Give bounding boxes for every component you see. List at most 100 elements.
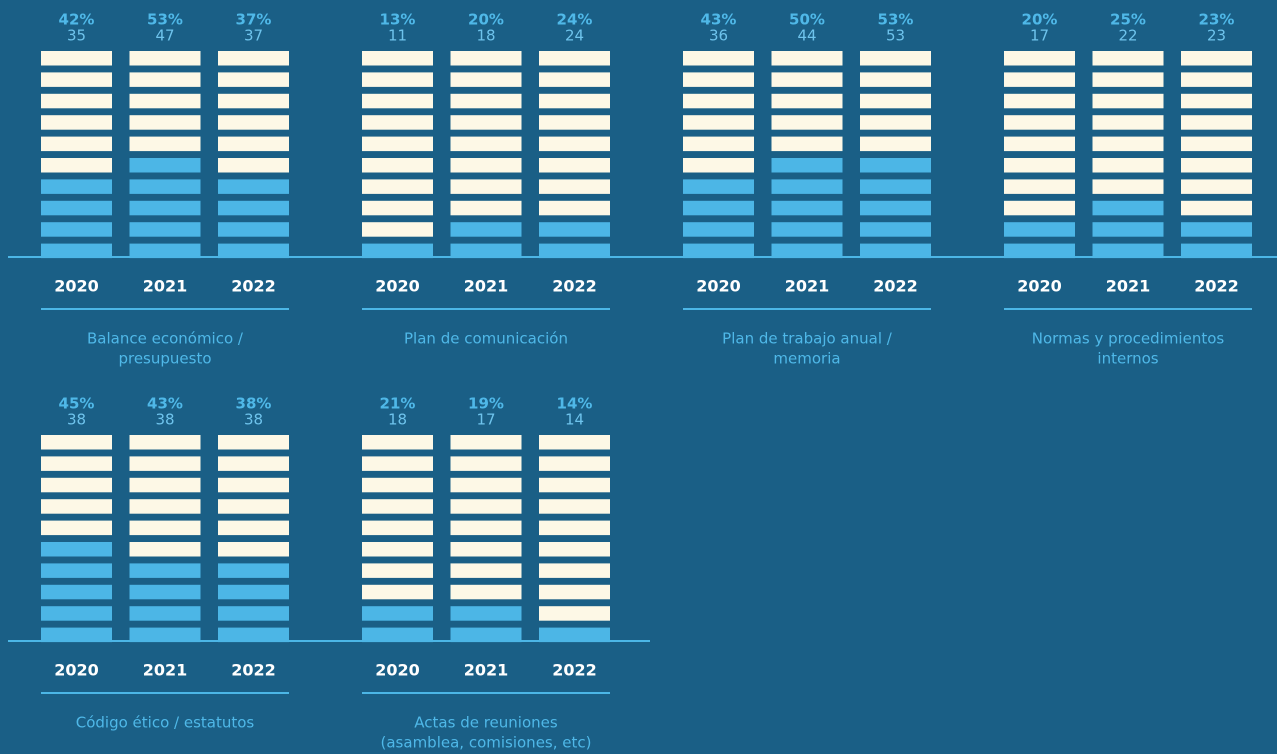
bar-segment	[218, 542, 289, 557]
bar-segment	[129, 200, 201, 216]
bar-segment	[771, 115, 843, 130]
bar-segment	[539, 222, 610, 237]
bar-segment	[129, 158, 201, 173]
bar-segment	[41, 456, 112, 471]
bar-segment	[129, 606, 201, 621]
bar-segment	[218, 627, 289, 643]
percent-label: 25%	[1110, 11, 1146, 29]
percent-label: 45%	[59, 395, 95, 413]
bar-segment	[362, 51, 433, 66]
bar-segment	[362, 222, 433, 237]
percent-label: 23%	[1199, 11, 1235, 29]
count-label: 17	[1030, 27, 1049, 45]
count-label: 11	[388, 27, 407, 45]
count-label: 23	[1207, 27, 1226, 45]
bar-segment	[450, 222, 522, 237]
bar-segment	[362, 200, 433, 216]
bar-segment	[450, 456, 522, 471]
percent-label: 43%	[701, 11, 737, 29]
bar-segment	[683, 200, 754, 216]
bar-segment	[218, 72, 289, 87]
year-label: 2020	[54, 661, 99, 680]
bar-segment	[450, 563, 522, 578]
bar-segment	[129, 115, 201, 130]
bar-segment	[41, 72, 112, 87]
bar-segment	[362, 477, 433, 493]
bar-segment	[218, 606, 289, 621]
bar-segment	[218, 563, 289, 578]
bar-segment	[129, 627, 201, 643]
bar-segment	[41, 627, 112, 643]
bar-segment	[450, 72, 522, 87]
bar-segment	[129, 563, 201, 578]
bar-segment	[41, 606, 112, 621]
bar-segment	[771, 72, 843, 87]
bar-segment	[683, 243, 754, 259]
bar-segment	[539, 520, 610, 536]
bar-segment	[450, 542, 522, 557]
bar-segment	[450, 51, 522, 66]
bar-segment	[41, 243, 112, 259]
bar-segment	[41, 584, 112, 600]
bar-segment	[41, 499, 112, 514]
percent-label: 19%	[468, 395, 504, 413]
bar-segment	[539, 435, 610, 450]
percent-label: 53%	[878, 11, 914, 29]
bar-segment	[1092, 200, 1164, 216]
bar-segment	[362, 115, 433, 130]
bar-segment	[683, 115, 754, 130]
bar-segment	[41, 435, 112, 450]
bar-segment	[129, 584, 201, 600]
group-title: (asamblea, comisiones, etc)	[381, 734, 592, 752]
bar-segment	[1181, 179, 1252, 194]
bar-segment	[450, 200, 522, 216]
year-label: 2022	[231, 661, 276, 680]
bar-segment	[539, 542, 610, 557]
bar-segment	[539, 200, 610, 216]
bar-segment	[1092, 222, 1164, 237]
count-label: 36	[709, 27, 728, 45]
bar-segment	[1092, 136, 1164, 152]
bar-segment	[362, 563, 433, 578]
bar-segment	[1181, 115, 1252, 130]
bar-segment	[1004, 200, 1075, 216]
bar-segment	[41, 158, 112, 173]
bar-segment	[860, 200, 931, 216]
count-label: 44	[797, 27, 816, 45]
bar-segment	[1004, 72, 1075, 87]
bar-segment	[860, 72, 931, 87]
bar-segment	[1181, 222, 1252, 237]
bar-segment	[362, 606, 433, 621]
bar-segment	[450, 93, 522, 109]
bar-segment	[1092, 115, 1164, 130]
year-label: 2022	[552, 661, 597, 680]
year-label: 2021	[1106, 277, 1151, 296]
percent-label: 50%	[789, 11, 825, 29]
bar-segment	[218, 520, 289, 536]
bar-segment	[1092, 72, 1164, 87]
percent-label: 21%	[380, 395, 416, 413]
bar-segment	[41, 179, 112, 194]
percent-label: 13%	[380, 11, 416, 29]
bar-segment	[771, 200, 843, 216]
count-label: 53	[886, 27, 905, 45]
bar-segment	[218, 158, 289, 173]
bar-segment	[362, 499, 433, 514]
bar-segment	[539, 136, 610, 152]
bar-segment	[41, 93, 112, 109]
bar-segment	[41, 51, 112, 66]
bar-segment	[218, 136, 289, 152]
bar-segment	[41, 542, 112, 557]
bar-segment	[41, 136, 112, 152]
percent-label: 38%	[236, 395, 272, 413]
bar-segment	[860, 51, 931, 66]
bar-segment	[362, 158, 433, 173]
year-label: 2021	[143, 661, 188, 680]
bar-segment	[1181, 72, 1252, 87]
bar-segment	[218, 200, 289, 216]
bar-segment	[129, 456, 201, 471]
bar-segment	[1092, 158, 1164, 173]
bar-segment	[860, 136, 931, 152]
group-title: Actas de reuniones	[414, 714, 558, 732]
